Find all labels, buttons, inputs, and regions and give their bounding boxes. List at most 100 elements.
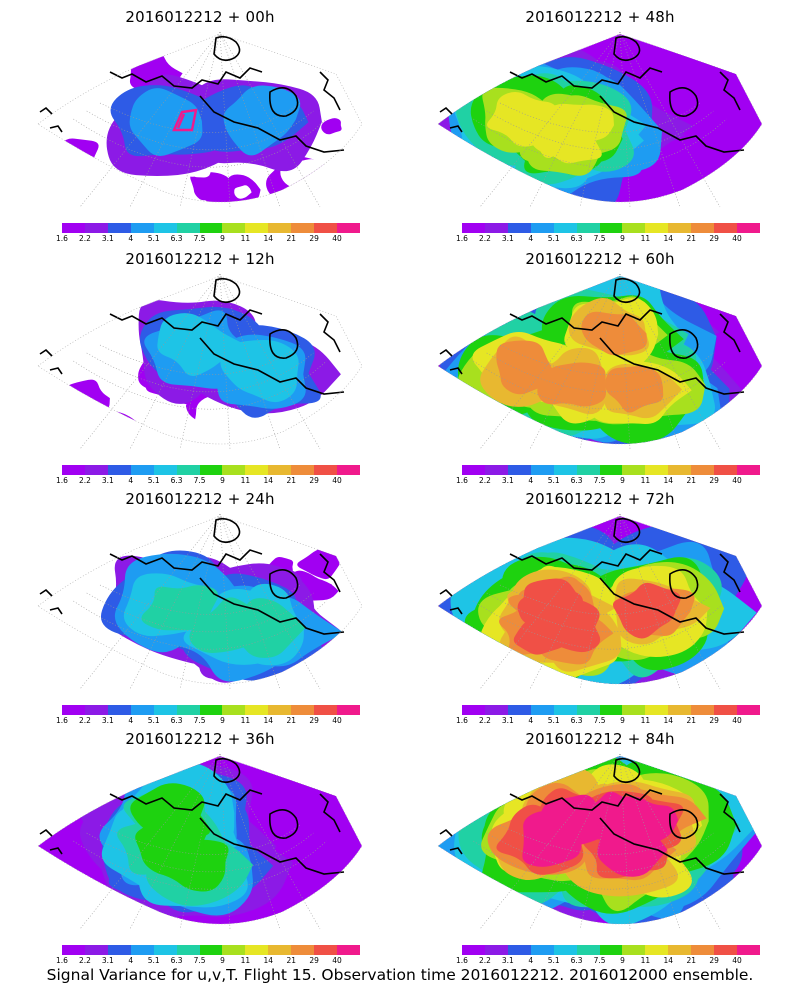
colorbar-swatch xyxy=(176,945,200,955)
colorbar-swatch xyxy=(462,945,485,955)
colorbar-swatch xyxy=(268,223,292,233)
colorbar-swatch xyxy=(668,465,692,475)
colorbar-label: 5.1 xyxy=(547,956,560,965)
colorbar-swatch xyxy=(199,223,223,233)
colorbar-label: 40 xyxy=(332,956,342,965)
colorbar-label: 9 xyxy=(220,956,225,965)
colorbar-swatch xyxy=(62,223,85,233)
colorbar-swatch xyxy=(576,705,600,715)
colorbar-swatch xyxy=(245,945,269,955)
signal-variance-map xyxy=(37,754,363,930)
colorbar-label: 29 xyxy=(709,956,719,965)
colorbar-label: 1.6 xyxy=(56,716,68,725)
colorbar-label: 6.3 xyxy=(170,476,183,485)
colorbar-label: 14 xyxy=(663,716,674,725)
colorbar-swatch xyxy=(737,945,760,955)
colorbar-label: 4 xyxy=(528,234,534,243)
colorbar-label: 6.3 xyxy=(170,716,183,725)
colorbar: 1.6 2.2 3.1 4 5.1 6.3 7.5 9 11 14 21 29 40 xyxy=(56,465,360,485)
forecast-panel: 2016012212 + 00h 1.6 2.2 3.1 4 5.1 6.3 7.5 9 11 14… xyxy=(0,6,800,244)
colorbar-label: 40 xyxy=(732,716,742,725)
colorbar-label: 21 xyxy=(686,956,696,965)
colorbar-label: 21 xyxy=(686,476,696,485)
colorbar-label: 2.2 xyxy=(78,716,91,725)
colorbar-swatch xyxy=(691,465,715,475)
colorbar-swatch xyxy=(553,705,577,715)
colorbar-label: 40 xyxy=(332,476,342,485)
colorbar-label: 4 xyxy=(528,716,534,725)
signal-variance-map xyxy=(437,274,763,450)
colorbar-label: 1.6 xyxy=(56,476,68,485)
colorbar: 1.6 2.2 3.1 4 5.1 6.3 7.5 9 11 14 21 29 40 xyxy=(456,465,760,485)
colorbar-label: 4 xyxy=(528,956,534,965)
colorbar-swatch xyxy=(130,465,154,475)
colorbar-swatch xyxy=(576,465,600,475)
colorbar-swatch xyxy=(130,223,154,233)
colorbar-label: 4 xyxy=(128,234,134,243)
colorbar-label: 5.1 xyxy=(147,956,160,965)
colorbar-label: 7.5 xyxy=(193,716,206,725)
colorbar-swatch xyxy=(153,223,177,233)
colorbar-swatch xyxy=(268,705,292,715)
colorbar-swatch xyxy=(645,705,669,715)
colorbar-swatch xyxy=(291,223,315,233)
colorbar-label: 40 xyxy=(732,234,742,243)
colorbar-label: 7.5 xyxy=(193,234,206,243)
colorbar-swatch xyxy=(314,945,338,955)
colorbar-swatches xyxy=(62,705,360,715)
colorbar-label: 40 xyxy=(332,716,342,725)
colorbar-label: 1.6 xyxy=(456,476,468,485)
colorbar-swatch xyxy=(84,223,108,233)
colorbar-label: 7.5 xyxy=(193,956,206,965)
colorbar-swatch xyxy=(62,465,85,475)
colorbar-labels: 1.6 2.2 3.1 4 5.1 6.3 7.5 9 11 14 21 29 40 xyxy=(56,715,360,725)
colorbar-swatch xyxy=(62,945,85,955)
colorbar-label: 6.3 xyxy=(570,716,583,725)
colorbar-swatch xyxy=(484,223,508,233)
colorbar-swatch xyxy=(314,465,338,475)
colorbar-swatch xyxy=(337,705,360,715)
colorbar-swatch xyxy=(176,705,200,715)
colorbar-swatch xyxy=(714,705,738,715)
panel-title: 2016012212 + 72h xyxy=(525,490,675,508)
panel-title: 2016012212 + 48h xyxy=(525,8,675,26)
colorbar-swatch xyxy=(691,223,715,233)
colorbar-swatch xyxy=(176,465,200,475)
forecast-panel: 2016012212 + 60h 1.6 2.2 3.1 4 5.1 6.3 7.5 9 11 14… xyxy=(0,248,800,486)
colorbar-swatch xyxy=(530,945,554,955)
colorbar-label: 4 xyxy=(128,956,134,965)
colorbar-swatch xyxy=(222,465,246,475)
colorbar-swatch xyxy=(599,223,623,233)
colorbar-label: 9 xyxy=(620,716,625,725)
colorbar-swatch xyxy=(462,705,485,715)
colorbar-swatch xyxy=(645,945,669,955)
colorbar-swatch xyxy=(107,223,131,233)
colorbar-swatch xyxy=(268,945,292,955)
colorbar-label: 9 xyxy=(620,956,625,965)
colorbar-swatch xyxy=(737,465,760,475)
colorbar-label: 4 xyxy=(128,716,134,725)
colorbar-label: 21 xyxy=(286,956,296,965)
colorbar-label: 4 xyxy=(528,476,534,485)
colorbar-label: 21 xyxy=(686,234,696,243)
colorbar-swatch xyxy=(553,945,577,955)
colorbar-swatch xyxy=(622,223,646,233)
colorbar-label: 9 xyxy=(620,234,625,243)
colorbar-label: 11 xyxy=(640,956,651,965)
colorbar: 1.6 2.2 3.1 4 5.1 6.3 7.5 9 11 14 21 29 40 xyxy=(56,223,360,243)
colorbar: 1.6 2.2 3.1 4 5.1 6.3 7.5 9 11 14 21 29 40 xyxy=(456,223,760,243)
colorbar-swatch xyxy=(599,945,623,955)
colorbar-label: 5.1 xyxy=(147,476,160,485)
signal-variance-map xyxy=(437,32,763,208)
colorbar-swatch xyxy=(337,465,360,475)
forecast-panel: 2016012212 + 48h 1.6 2.2 3.1 4 5.1 6.3 7.5 9 11 14… xyxy=(0,6,800,244)
colorbar-swatch xyxy=(553,223,577,233)
colorbar-swatch xyxy=(484,465,508,475)
colorbar-label: 3.1 xyxy=(501,956,514,965)
colorbar-swatch xyxy=(268,465,292,475)
colorbar-label: 14 xyxy=(263,956,274,965)
colorbar-swatch xyxy=(484,945,508,955)
colorbar-swatch xyxy=(507,465,531,475)
colorbar-label: 6.3 xyxy=(570,476,583,485)
colorbar-label: 40 xyxy=(732,476,742,485)
